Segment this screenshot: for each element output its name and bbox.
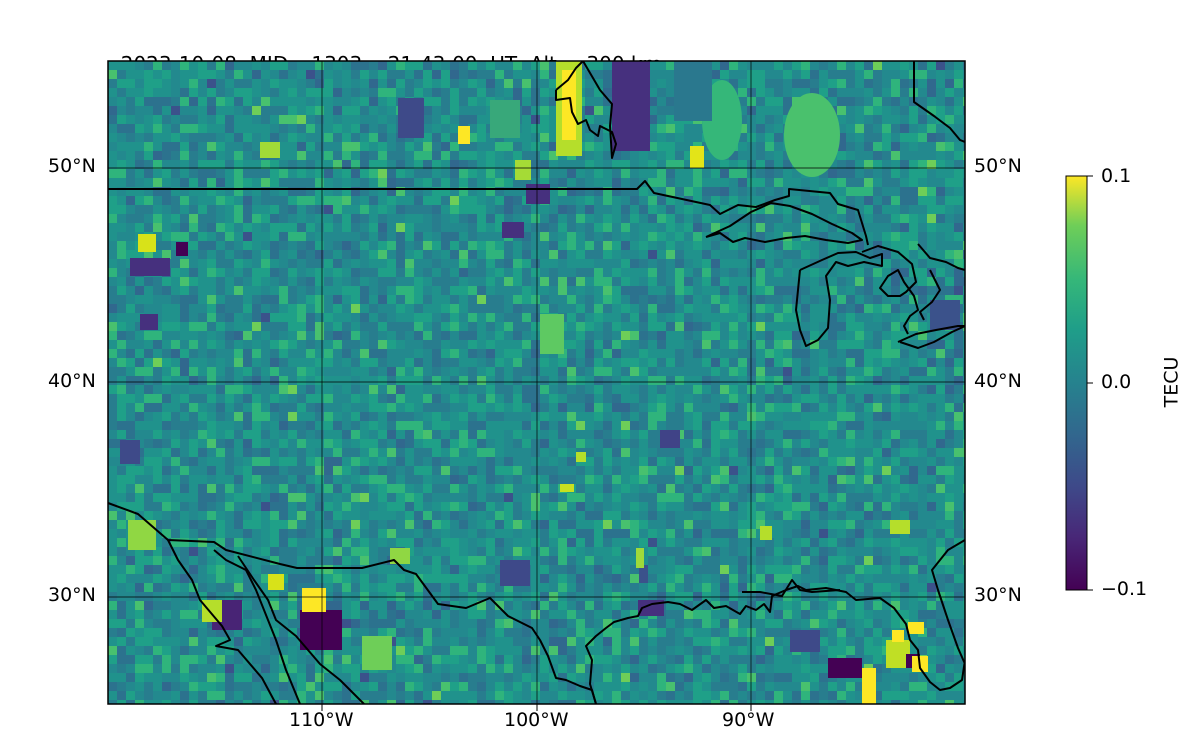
lon-label-100w: 100°W (504, 709, 569, 731)
florida-east (931, 539, 965, 665)
lat-label-30n-left: 30°N (48, 584, 96, 606)
lat-label-30n-right: 30°N (974, 584, 1022, 606)
baja-gulf-east (213, 549, 301, 704)
sonora-coast (237, 555, 365, 704)
colorbar-tick-min: −0.1 (1101, 578, 1148, 600)
colorbar-ticks (1087, 175, 1093, 591)
lat-label-40n-right: 40°N (974, 370, 1022, 392)
lat-label-50n-left: 50°N (48, 155, 96, 177)
lake-huron (861, 245, 919, 335)
gulf-coast-texas (585, 585, 965, 704)
tec-field (108, 61, 965, 704)
michigan-east (919, 269, 941, 321)
lat-label-40n-left: 40°N (48, 370, 96, 392)
lat-label-50n-right: 50°N (974, 155, 1022, 177)
gulf-coast-delta (742, 579, 841, 597)
ontario-coast (917, 243, 965, 271)
us-mexico-border (108, 502, 597, 704)
colorbar (1065, 175, 1088, 591)
hudson-bay-coast (555, 61, 617, 159)
lon-label-110w: 110°W (289, 709, 354, 731)
colorbar-tick-max: 0.1 (1101, 165, 1132, 187)
tec-features (120, 61, 960, 704)
lake-superior (705, 202, 863, 244)
east-coast-north (913, 61, 965, 143)
gridlines (108, 61, 965, 704)
us-canada-border (108, 180, 869, 246)
baja-gulf-west (167, 539, 277, 704)
coastlines (108, 61, 965, 704)
axis-ticks (321, 704, 752, 711)
colorbar-tick-zero: 0.0 (1101, 371, 1132, 393)
colorbar-label: TECU (1160, 356, 1183, 408)
lon-label-90w: 90°W (722, 709, 775, 731)
lake-michigan (795, 251, 883, 347)
lake-erie-ontario (897, 325, 965, 349)
